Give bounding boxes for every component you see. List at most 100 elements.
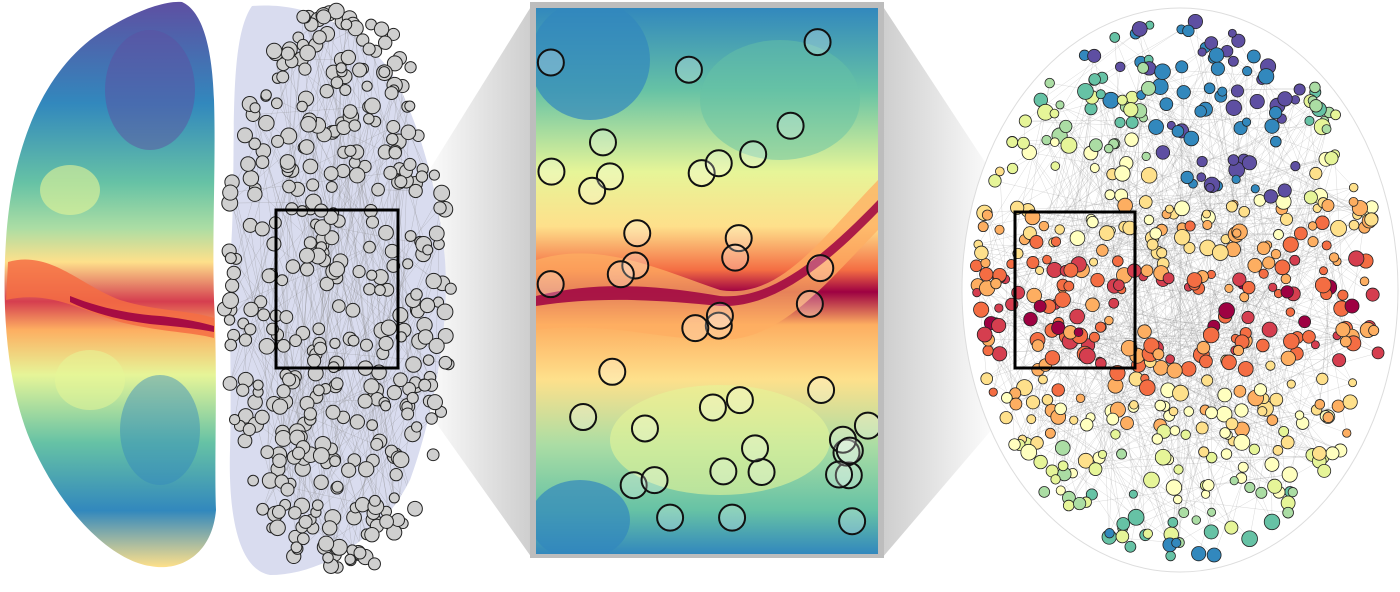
network-node: [1180, 429, 1191, 440]
network-node: [1166, 362, 1183, 379]
zoom-node: [578, 176, 607, 205]
network-node: [1046, 262, 1063, 278]
network-node: [260, 89, 272, 101]
zoom-node: [569, 403, 598, 432]
network-node: [1124, 132, 1139, 147]
network-node: [1348, 196, 1359, 207]
network-node: [228, 413, 241, 426]
network-node: [1114, 165, 1131, 182]
network-node: [388, 146, 402, 160]
network-edge: [1054, 68, 1218, 114]
network-node: [1031, 339, 1045, 352]
network-edge: [268, 275, 287, 318]
network-node: [1057, 460, 1069, 472]
network-edge: [1086, 101, 1311, 503]
network-node: [1294, 226, 1308, 241]
network-node: [339, 84, 352, 97]
network-node: [362, 42, 376, 56]
network-node: [274, 429, 292, 447]
network-node: [1125, 116, 1139, 129]
network-node: [303, 236, 317, 250]
network-edge: [1031, 229, 1060, 420]
network-node: [292, 446, 306, 460]
network-node: [1217, 86, 1228, 97]
network-edge: [1063, 465, 1177, 543]
network-edge: [1062, 262, 1094, 466]
network-edge: [1222, 56, 1254, 92]
network-node: [1311, 340, 1320, 350]
network-edge: [324, 168, 400, 261]
network-node: [1359, 276, 1370, 287]
network-node: [1232, 228, 1242, 238]
network-node: [419, 297, 436, 314]
network-node: [1041, 394, 1054, 406]
network-node: [318, 535, 335, 552]
network-node: [1277, 91, 1293, 107]
network-node: [393, 372, 408, 388]
network-node: [361, 80, 373, 92]
network-edge: [1046, 206, 1232, 260]
network-node: [323, 166, 339, 182]
network-node: [1262, 256, 1276, 270]
network-node: [1120, 416, 1134, 430]
zoom-node: [537, 157, 566, 186]
network-edge: [1069, 326, 1370, 342]
network-node: [1017, 136, 1030, 150]
zoom-node: [835, 436, 864, 465]
network-node: [392, 451, 410, 469]
network-node: [330, 377, 344, 391]
zoom-node: [640, 466, 669, 495]
blue-patch: [120, 375, 200, 485]
network-edge: [230, 192, 302, 528]
network-node: [1051, 383, 1065, 397]
network-edge: [999, 229, 1317, 411]
network-node: [254, 221, 270, 237]
network-node: [1069, 415, 1079, 425]
network-node: [1371, 346, 1385, 360]
network-node: [371, 182, 385, 197]
network-edge: [1017, 207, 1374, 331]
network-node: [1286, 379, 1296, 389]
network-node: [247, 474, 259, 487]
network-edge: [1137, 355, 1280, 493]
network-node: [1332, 353, 1347, 368]
network-edge: [1058, 389, 1328, 417]
network-node: [1104, 189, 1116, 201]
network-node: [1309, 99, 1323, 113]
network-node: [356, 33, 370, 47]
network-node: [1273, 229, 1284, 240]
network-node: [363, 378, 380, 395]
network-node: [325, 180, 338, 193]
network-node: [1051, 320, 1066, 335]
network-node: [1202, 479, 1215, 492]
network-edge: [1326, 245, 1329, 418]
network-node: [1210, 61, 1225, 76]
network-node: [1143, 471, 1160, 489]
network-node: [299, 44, 316, 62]
network-node: [1331, 399, 1345, 413]
network-edge: [1133, 265, 1256, 405]
network-node: [224, 338, 238, 352]
network-node: [1330, 220, 1347, 237]
network-node: [1026, 414, 1037, 425]
network-node: [1267, 478, 1283, 494]
network-edge: [1023, 142, 1234, 161]
network-node: [352, 265, 366, 279]
network-node: [1149, 227, 1162, 240]
network-node: [1227, 154, 1240, 166]
network-edge: [983, 159, 1327, 227]
network-node: [279, 310, 294, 324]
network-node: [288, 506, 302, 520]
network-node: [1086, 216, 1099, 229]
network-node: [1115, 529, 1130, 544]
network-node: [394, 175, 408, 189]
network-edge: [1068, 145, 1094, 263]
network-node: [1178, 507, 1190, 518]
network-edge: [1130, 109, 1346, 329]
network-edge: [266, 45, 304, 347]
network-node: [1174, 200, 1190, 217]
network-node: [422, 244, 434, 256]
network-edge: [372, 222, 432, 386]
network-node: [1348, 219, 1360, 231]
network-edge: [1155, 233, 1273, 522]
